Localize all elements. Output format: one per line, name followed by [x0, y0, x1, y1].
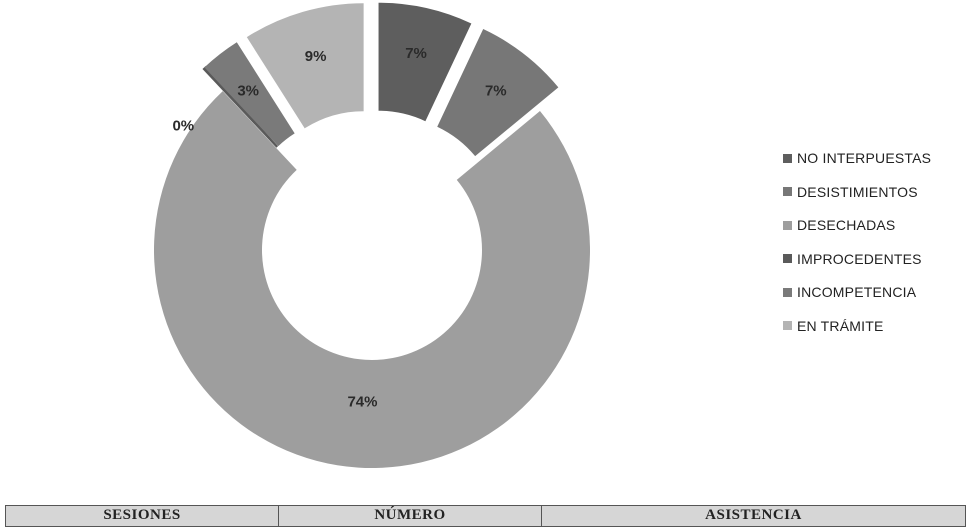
- slice-en-tramite: [246, 3, 364, 129]
- data-label-desistimientos: 7%: [485, 82, 507, 99]
- slice-no-interpuestas: [378, 2, 472, 122]
- legend-item-desechadas: DESECHADAS: [783, 215, 931, 235]
- chart-area: 7% 7% 74% 0% 3% 9% NO INTERPUESTAS DESISTIMIEN…: [154, 2, 931, 468]
- legend-label: IMPROCEDENTES: [797, 250, 922, 267]
- legend-swatch: [783, 254, 792, 264]
- legend-label: INCOMPETENCIA: [797, 284, 917, 301]
- column-header-numero: NÚMERO: [278, 505, 542, 527]
- column-header-asistencia: ASISTENCIA: [541, 505, 966, 527]
- legend-label: DESECHADAS: [797, 217, 896, 234]
- donut-chart: 7% 7% 74% 0% 3% 9%: [154, 2, 590, 468]
- legend-swatch: [783, 153, 792, 163]
- slice-improcedentes: [202, 65, 279, 148]
- legend-item-en-tramite: EN TRÁMITE: [783, 316, 931, 336]
- data-label-incompetencia: 3%: [237, 82, 259, 99]
- legend-item-incompetencia: INCOMPETENCIA: [783, 282, 931, 302]
- data-label-en-tramite: 9%: [305, 48, 327, 65]
- column-header-sesiones: SESIONES: [5, 505, 279, 527]
- legend-item-improcedentes: IMPROCEDENTES: [783, 249, 931, 269]
- legend-item-desistimientos: DESISTIMIENTOS: [783, 182, 931, 202]
- data-label-no-interpuestas: 7%: [405, 45, 427, 62]
- legend-label: NO INTERPUESTAS: [797, 150, 932, 166]
- legend-swatch: [783, 220, 792, 230]
- sessions-table-header: SESIONES NÚMERO ASISTENCIA: [5, 505, 966, 527]
- slice-desechadas: [154, 91, 590, 468]
- slice-incompetencia: [204, 42, 295, 147]
- table-header-row: SESIONES NÚMERO ASISTENCIA: [5, 505, 966, 527]
- data-label-desechadas: 74%: [347, 394, 377, 411]
- data-label-improcedentes: 0%: [172, 118, 194, 135]
- slice-desistimientos: [437, 29, 559, 157]
- chart-legend: NO INTERPUESTAS DESISTIMIENTOS DESECHADAS I…: [783, 148, 931, 350]
- legend-swatch: [783, 187, 792, 197]
- legend-label: DESISTIMIENTOS: [797, 183, 918, 200]
- legend-swatch: [783, 321, 792, 331]
- legend-swatch: [783, 287, 792, 297]
- legend-item-no-interpuestas: NO INTERPUESTAS: [783, 148, 931, 168]
- legend-label: EN TRÁMITE: [797, 317, 884, 334]
